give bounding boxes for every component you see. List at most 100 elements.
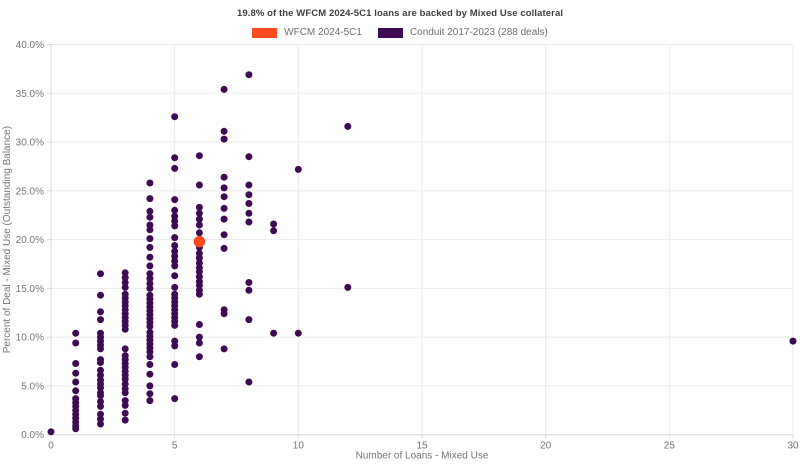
data-point-conduit-2017-2023-288-deals[interactable]: [171, 212, 179, 220]
data-point-conduit-2017-2023-288-deals[interactable]: [195, 152, 203, 160]
data-point-conduit-2017-2023-288-deals[interactable]: [146, 382, 154, 390]
data-point-conduit-2017-2023-288-deals[interactable]: [171, 262, 179, 270]
data-point-conduit-2017-2023-288-deals[interactable]: [146, 213, 154, 221]
data-point-conduit-2017-2023-288-deals[interactable]: [245, 71, 253, 79]
data-point-conduit-2017-2023-288-deals[interactable]: [97, 308, 104, 316]
data-point-conduit-2017-2023-288-deals[interactable]: [146, 280, 154, 287]
data-point-conduit-2017-2023-288-deals[interactable]: [245, 153, 253, 161]
data-point-conduit-2017-2023-288-deals[interactable]: [171, 222, 179, 230]
data-point-conduit-2017-2023-288-deals[interactable]: [171, 154, 179, 162]
data-point-conduit-2017-2023-288-deals[interactable]: [171, 247, 179, 255]
data-point-conduit-2017-2023-288-deals[interactable]: [146, 207, 154, 215]
data-point-conduit-2017-2023-288-deals[interactable]: [121, 397, 129, 405]
data-point-conduit-2017-2023-288-deals[interactable]: [171, 217, 179, 225]
data-point-conduit-2017-2023-288-deals[interactable]: [195, 203, 203, 211]
data-point-conduit-2017-2023-288-deals[interactable]: [146, 322, 154, 330]
data-point-conduit-2017-2023-288-deals[interactable]: [97, 402, 104, 410]
data-point-conduit-2017-2023-288-deals[interactable]: [97, 410, 104, 418]
data-point-conduit-2017-2023-288-deals[interactable]: [97, 291, 104, 299]
legend-item-wfcm[interactable]: WFCM 2024-5C1: [252, 27, 362, 38]
data-point-conduit-2017-2023-288-deals[interactable]: [146, 284, 154, 292]
data-point-conduit-2017-2023-288-deals[interactable]: [220, 135, 228, 143]
data-point-conduit-2017-2023-288-deals[interactable]: [195, 290, 203, 298]
data-point-conduit-2017-2023-288-deals[interactable]: [121, 283, 129, 291]
data-point-conduit-2017-2023-288-deals[interactable]: [97, 366, 104, 374]
data-point-conduit-2017-2023-288-deals[interactable]: [195, 221, 203, 229]
data-point-conduit-2017-2023-288-deals[interactable]: [146, 179, 154, 187]
data-point-conduit-2017-2023-288-deals[interactable]: [220, 184, 228, 192]
legend-item-conduit[interactable]: Conduit 2017-2023 (288 deals): [377, 27, 548, 38]
data-point-conduit-2017-2023-288-deals[interactable]: [146, 397, 154, 405]
data-point-conduit-2017-2023-288-deals[interactable]: [121, 375, 129, 383]
data-point-conduit-2017-2023-288-deals[interactable]: [195, 254, 203, 262]
data-point-conduit-2017-2023-288-deals[interactable]: [171, 283, 179, 291]
data-point-conduit-2017-2023-288-deals[interactable]: [195, 268, 203, 276]
data-point-conduit-2017-2023-288-deals[interactable]: [171, 113, 179, 121]
data-point-conduit-2017-2023-288-deals[interactable]: [245, 286, 253, 294]
data-point-conduit-2017-2023-288-deals[interactable]: [97, 270, 104, 278]
data-point-conduit-2017-2023-288-deals[interactable]: [97, 345, 104, 353]
data-point-conduit-2017-2023-288-deals[interactable]: [195, 333, 203, 341]
data-point-conduit-2017-2023-288-deals[interactable]: [97, 384, 104, 392]
data-point-conduit-2017-2023-288-deals[interactable]: [121, 269, 129, 277]
data-point-conduit-2017-2023-288-deals[interactable]: [245, 200, 253, 207]
data-point-conduit-2017-2023-288-deals[interactable]: [146, 270, 154, 278]
data-point-conduit-2017-2023-288-deals[interactable]: [294, 165, 302, 173]
data-point-conduit-2017-2023-288-deals[interactable]: [97, 316, 104, 324]
data-point-conduit-2017-2023-288-deals[interactable]: [195, 273, 203, 281]
data-point-conduit-2017-2023-288-deals[interactable]: [146, 348, 154, 356]
data-point-conduit-2017-2023-288-deals[interactable]: [245, 209, 253, 217]
data-point-conduit-2017-2023-288-deals[interactable]: [245, 191, 253, 199]
data-point-conduit-2017-2023-288-deals[interactable]: [146, 361, 154, 368]
data-point-conduit-2017-2023-288-deals[interactable]: [171, 242, 179, 249]
data-point-conduit-2017-2023-288-deals[interactable]: [171, 196, 179, 204]
data-point-conduit-2017-2023-288-deals[interactable]: [121, 401, 129, 409]
data-point-conduit-2017-2023-288-deals[interactable]: [121, 279, 129, 286]
data-point-conduit-2017-2023-288-deals[interactable]: [121, 345, 129, 353]
data-point-conduit-2017-2023-288-deals[interactable]: [72, 329, 80, 337]
data-point-conduit-2017-2023-288-deals[interactable]: [245, 279, 253, 286]
data-point-conduit-2017-2023-288-deals[interactable]: [146, 262, 154, 270]
data-point-conduit-2017-2023-288-deals[interactable]: [121, 416, 129, 424]
data-point-conduit-2017-2023-288-deals[interactable]: [195, 215, 203, 223]
data-point-conduit-2017-2023-288-deals[interactable]: [220, 85, 228, 93]
data-point-conduit-2017-2023-288-deals[interactable]: [171, 257, 179, 265]
data-point-conduit-2017-2023-288-deals[interactable]: [97, 398, 104, 405]
data-point-conduit-2017-2023-288-deals[interactable]: [220, 310, 228, 318]
data-point-conduit-2017-2023-288-deals[interactable]: [171, 321, 179, 329]
data-point-conduit-2017-2023-288-deals[interactable]: [97, 359, 104, 366]
data-point-conduit-2017-2023-288-deals[interactable]: [146, 390, 154, 398]
data-point-conduit-2017-2023-288-deals[interactable]: [72, 339, 80, 347]
data-point-conduit-2017-2023-288-deals[interactable]: [195, 353, 203, 361]
data-point-conduit-2017-2023-288-deals[interactable]: [171, 164, 179, 172]
data-point-conduit-2017-2023-288-deals[interactable]: [220, 231, 228, 239]
data-point-conduit-2017-2023-288-deals[interactable]: [220, 193, 228, 201]
data-point-conduit-2017-2023-288-deals[interactable]: [72, 387, 80, 395]
data-point-conduit-2017-2023-288-deals[interactable]: [146, 235, 154, 243]
data-point-conduit-2017-2023-288-deals[interactable]: [270, 220, 278, 228]
data-point-conduit-2017-2023-288-deals[interactable]: [344, 283, 352, 291]
data-point-conduit-2017-2023-288-deals[interactable]: [146, 253, 154, 261]
data-point-conduit-2017-2023-288-deals[interactable]: [789, 337, 797, 345]
data-point-conduit-2017-2023-288-deals[interactable]: [195, 321, 203, 328]
data-point-conduit-2017-2023-288-deals[interactable]: [270, 227, 278, 235]
data-point-conduit-2017-2023-288-deals[interactable]: [171, 361, 179, 368]
data-point-conduit-2017-2023-288-deals[interactable]: [270, 329, 278, 337]
data-point-conduit-2017-2023-288-deals[interactable]: [220, 215, 228, 223]
data-point-conduit-2017-2023-288-deals[interactable]: [97, 392, 104, 400]
data-point-conduit-2017-2023-288-deals[interactable]: [245, 181, 253, 189]
data-point-conduit-2017-2023-288-deals[interactable]: [220, 173, 228, 181]
data-point-wfcm-2024-5c1[interactable]: [193, 235, 206, 248]
data-point-conduit-2017-2023-288-deals[interactable]: [121, 409, 129, 417]
data-point-conduit-2017-2023-288-deals[interactable]: [171, 342, 179, 350]
data-point-conduit-2017-2023-288-deals[interactable]: [245, 316, 253, 324]
data-point-conduit-2017-2023-288-deals[interactable]: [171, 337, 179, 345]
data-point-conduit-2017-2023-288-deals[interactable]: [146, 353, 154, 361]
data-point-conduit-2017-2023-288-deals[interactable]: [195, 281, 203, 289]
data-point-conduit-2017-2023-288-deals[interactable]: [220, 127, 228, 135]
data-point-conduit-2017-2023-288-deals[interactable]: [97, 415, 104, 423]
data-point-conduit-2017-2023-288-deals[interactable]: [121, 380, 129, 388]
data-point-conduit-2017-2023-288-deals[interactable]: [97, 371, 104, 379]
data-point-conduit-2017-2023-288-deals[interactable]: [72, 378, 80, 386]
data-point-conduit-2017-2023-288-deals[interactable]: [220, 204, 228, 212]
